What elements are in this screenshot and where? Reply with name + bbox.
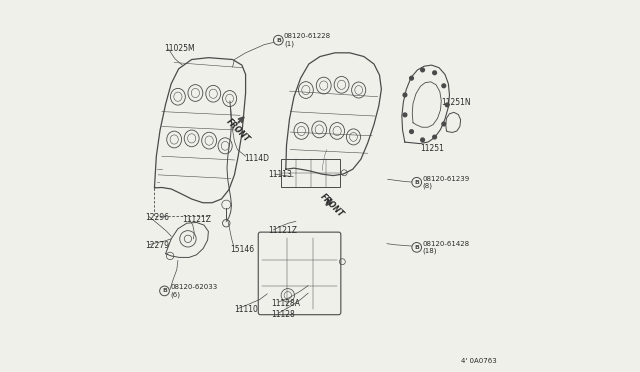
Circle shape: [420, 138, 424, 142]
Text: B: B: [276, 38, 281, 43]
Text: B: B: [414, 180, 419, 185]
Circle shape: [403, 113, 407, 117]
Text: B: B: [162, 288, 167, 294]
Text: 11128A: 11128A: [271, 299, 301, 308]
Text: 08120-61428
(18): 08120-61428 (18): [422, 241, 469, 254]
Circle shape: [420, 68, 424, 72]
Text: 08120-61228
(1): 08120-61228 (1): [284, 33, 331, 47]
Circle shape: [442, 84, 445, 88]
Text: FRONT: FRONT: [225, 118, 252, 144]
Text: B: B: [414, 245, 419, 250]
Text: 11121Z: 11121Z: [182, 215, 211, 224]
Circle shape: [159, 286, 170, 296]
Text: 11113: 11113: [268, 170, 292, 179]
Text: 11121Z: 11121Z: [268, 226, 297, 235]
Text: 11251N: 11251N: [441, 98, 470, 107]
Text: 11110: 11110: [234, 305, 259, 314]
Text: 08120-62033
(6): 08120-62033 (6): [170, 284, 218, 298]
Text: 11025M: 11025M: [164, 44, 195, 53]
Circle shape: [410, 76, 413, 80]
Bar: [281, 159, 340, 187]
Text: 08120-61239
(8): 08120-61239 (8): [422, 176, 470, 189]
Text: 1114D: 1114D: [244, 154, 269, 163]
Text: 12279: 12279: [145, 241, 169, 250]
Circle shape: [273, 35, 283, 45]
Circle shape: [412, 177, 422, 187]
Text: 15146: 15146: [230, 245, 254, 254]
Text: 11251: 11251: [420, 144, 444, 153]
Circle shape: [442, 122, 445, 126]
Circle shape: [410, 130, 413, 134]
Circle shape: [433, 71, 436, 75]
Circle shape: [403, 93, 407, 97]
Text: 12296: 12296: [145, 213, 169, 222]
Circle shape: [445, 103, 449, 107]
Text: 4' 0A0763: 4' 0A0763: [461, 358, 497, 364]
Circle shape: [433, 135, 436, 139]
Circle shape: [412, 243, 422, 252]
Text: FRONT: FRONT: [318, 192, 345, 219]
Text: 11128: 11128: [271, 310, 296, 319]
